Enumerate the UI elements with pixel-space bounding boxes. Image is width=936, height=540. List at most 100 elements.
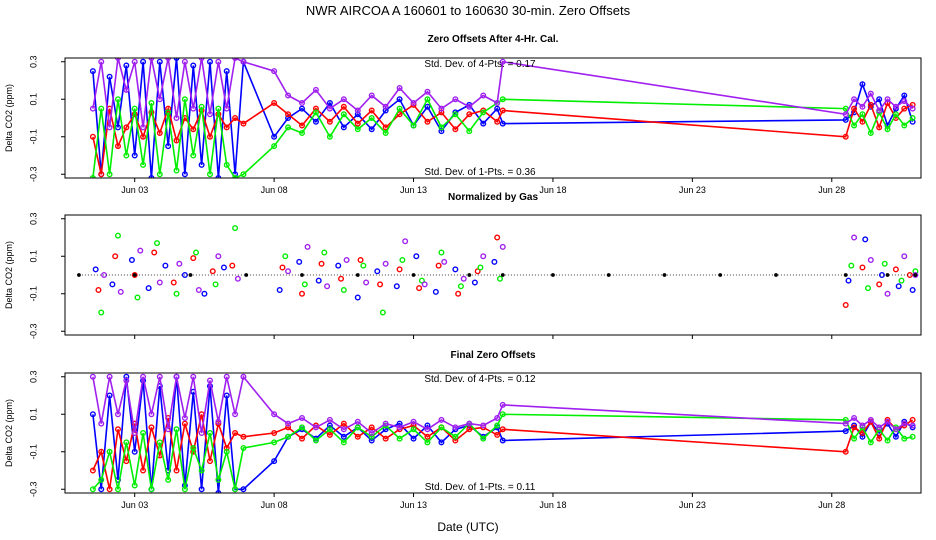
data-point xyxy=(851,96,858,103)
data-point xyxy=(232,411,239,418)
std-dev-4pts-annotation: Std. Dev. of 4-Pts. = 0.12 xyxy=(424,374,536,385)
data-point xyxy=(438,105,445,112)
data-point xyxy=(480,253,487,260)
data-point xyxy=(89,411,96,418)
data-point xyxy=(156,373,163,380)
data-point xyxy=(340,439,347,446)
data-point xyxy=(382,107,389,114)
data-point xyxy=(131,448,138,455)
data-point xyxy=(206,377,213,384)
data-point xyxy=(232,486,239,493)
data-point xyxy=(438,439,445,446)
data-point xyxy=(368,430,375,437)
data-point xyxy=(240,171,247,178)
y-tick-label: 0.1 xyxy=(28,408,38,421)
x-tick-label: Jun 28 xyxy=(818,185,845,195)
data-point xyxy=(181,58,188,65)
data-point xyxy=(201,290,208,297)
data-point xyxy=(271,68,278,75)
data-point xyxy=(123,377,130,384)
data-point xyxy=(884,418,891,425)
data-point xyxy=(206,133,213,140)
data-point xyxy=(165,143,172,150)
data-point xyxy=(271,411,278,418)
data-point xyxy=(101,272,108,279)
data-point xyxy=(382,103,389,110)
data-point xyxy=(867,416,874,423)
data-point xyxy=(842,428,849,435)
data-point xyxy=(190,255,197,262)
std-dev-4pts-annotation: Std. Dev. of 4-Pts. = 0.17 xyxy=(424,59,536,70)
series-gas-4 xyxy=(89,373,916,437)
data-point xyxy=(396,424,403,431)
data-point xyxy=(114,411,121,418)
data-point xyxy=(363,279,370,286)
series-normalized xyxy=(77,273,918,277)
data-point xyxy=(223,392,230,399)
data-point xyxy=(215,476,222,483)
data-point xyxy=(123,152,130,159)
data-point xyxy=(131,58,138,65)
data-point xyxy=(223,124,230,131)
data-point xyxy=(466,426,473,433)
data-point xyxy=(140,161,147,168)
plot-area xyxy=(89,373,916,493)
data-point xyxy=(140,58,147,65)
data-point xyxy=(234,275,241,282)
data-point xyxy=(151,249,158,256)
data-point xyxy=(424,103,431,110)
data-point xyxy=(466,420,473,427)
data-point xyxy=(457,283,464,290)
data-point xyxy=(190,105,197,112)
data-point xyxy=(438,424,445,431)
data-point xyxy=(410,99,417,106)
data-point xyxy=(198,161,205,168)
data-point xyxy=(377,281,384,288)
data-point xyxy=(123,124,130,131)
data-point xyxy=(223,373,230,380)
data-point xyxy=(494,105,501,112)
data-point xyxy=(326,118,333,125)
data-point xyxy=(357,257,364,264)
data-point xyxy=(282,253,289,260)
data-point xyxy=(198,467,205,474)
data-point xyxy=(165,109,172,116)
data-point xyxy=(326,426,333,433)
x-tick-label: Jun 13 xyxy=(400,500,427,510)
data-point xyxy=(271,143,278,150)
data-point xyxy=(909,105,916,112)
x-tick-label: Jun 08 xyxy=(261,500,288,510)
data-point xyxy=(206,458,213,465)
data-point xyxy=(173,373,180,380)
data-point xyxy=(190,152,197,159)
data-point xyxy=(452,433,459,440)
data-point xyxy=(190,373,197,380)
series-gas-3 xyxy=(98,225,919,316)
data-point xyxy=(382,129,389,136)
data-point xyxy=(232,114,239,121)
data-point xyxy=(399,257,406,264)
data-point xyxy=(312,109,319,116)
data-point xyxy=(140,373,147,380)
data-point xyxy=(913,273,918,277)
series-line xyxy=(92,375,913,434)
data-point xyxy=(181,420,188,427)
data-point xyxy=(285,92,292,99)
panel-title: Final Zero Offsets xyxy=(450,350,535,361)
data-point xyxy=(491,258,498,265)
data-point xyxy=(98,58,105,65)
data-point xyxy=(148,99,155,106)
data-point xyxy=(494,99,501,106)
data-point xyxy=(296,258,303,265)
data-point xyxy=(480,120,487,127)
data-point xyxy=(842,111,849,118)
data-point xyxy=(89,133,96,140)
data-point xyxy=(379,309,386,316)
plot-frame xyxy=(64,214,922,336)
data-point xyxy=(312,437,319,444)
data-point xyxy=(909,101,916,108)
data-point xyxy=(452,96,459,103)
data-point xyxy=(206,430,213,437)
data-point xyxy=(140,133,147,140)
